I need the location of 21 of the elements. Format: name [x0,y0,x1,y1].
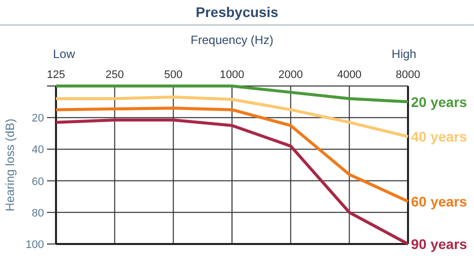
x-tick-label: 4000 [337,69,362,81]
text: High [392,47,416,61]
x-tick-label: 8000 [396,69,420,81]
y-tick-label: 80 [32,207,44,220]
y-tick-label: 40 [32,144,44,156]
series-label: 60 years [411,193,468,210]
series-label: 20 years [411,94,468,110]
x-tick-label: 500 [164,69,183,81]
x-tick-label: 2000 [278,69,303,81]
y-tick-label: 60 [32,176,44,188]
series-label: 90 years [411,236,468,252]
series-label: 40 years [411,128,468,145]
y-axis-title: Hearing loss (dB) [3,118,17,212]
text: Low [52,47,76,61]
x-tick-label: 1000 [220,69,244,81]
y-tick-label: 20 [32,112,44,125]
x-tick-label: 250 [105,69,124,81]
chart-title: Presbycusis [196,4,278,20]
x-axis-title: Frequency (Hz) [190,33,274,47]
x-tick-label: 125 [46,69,66,81]
y-tick-label: 100 [26,239,44,251]
